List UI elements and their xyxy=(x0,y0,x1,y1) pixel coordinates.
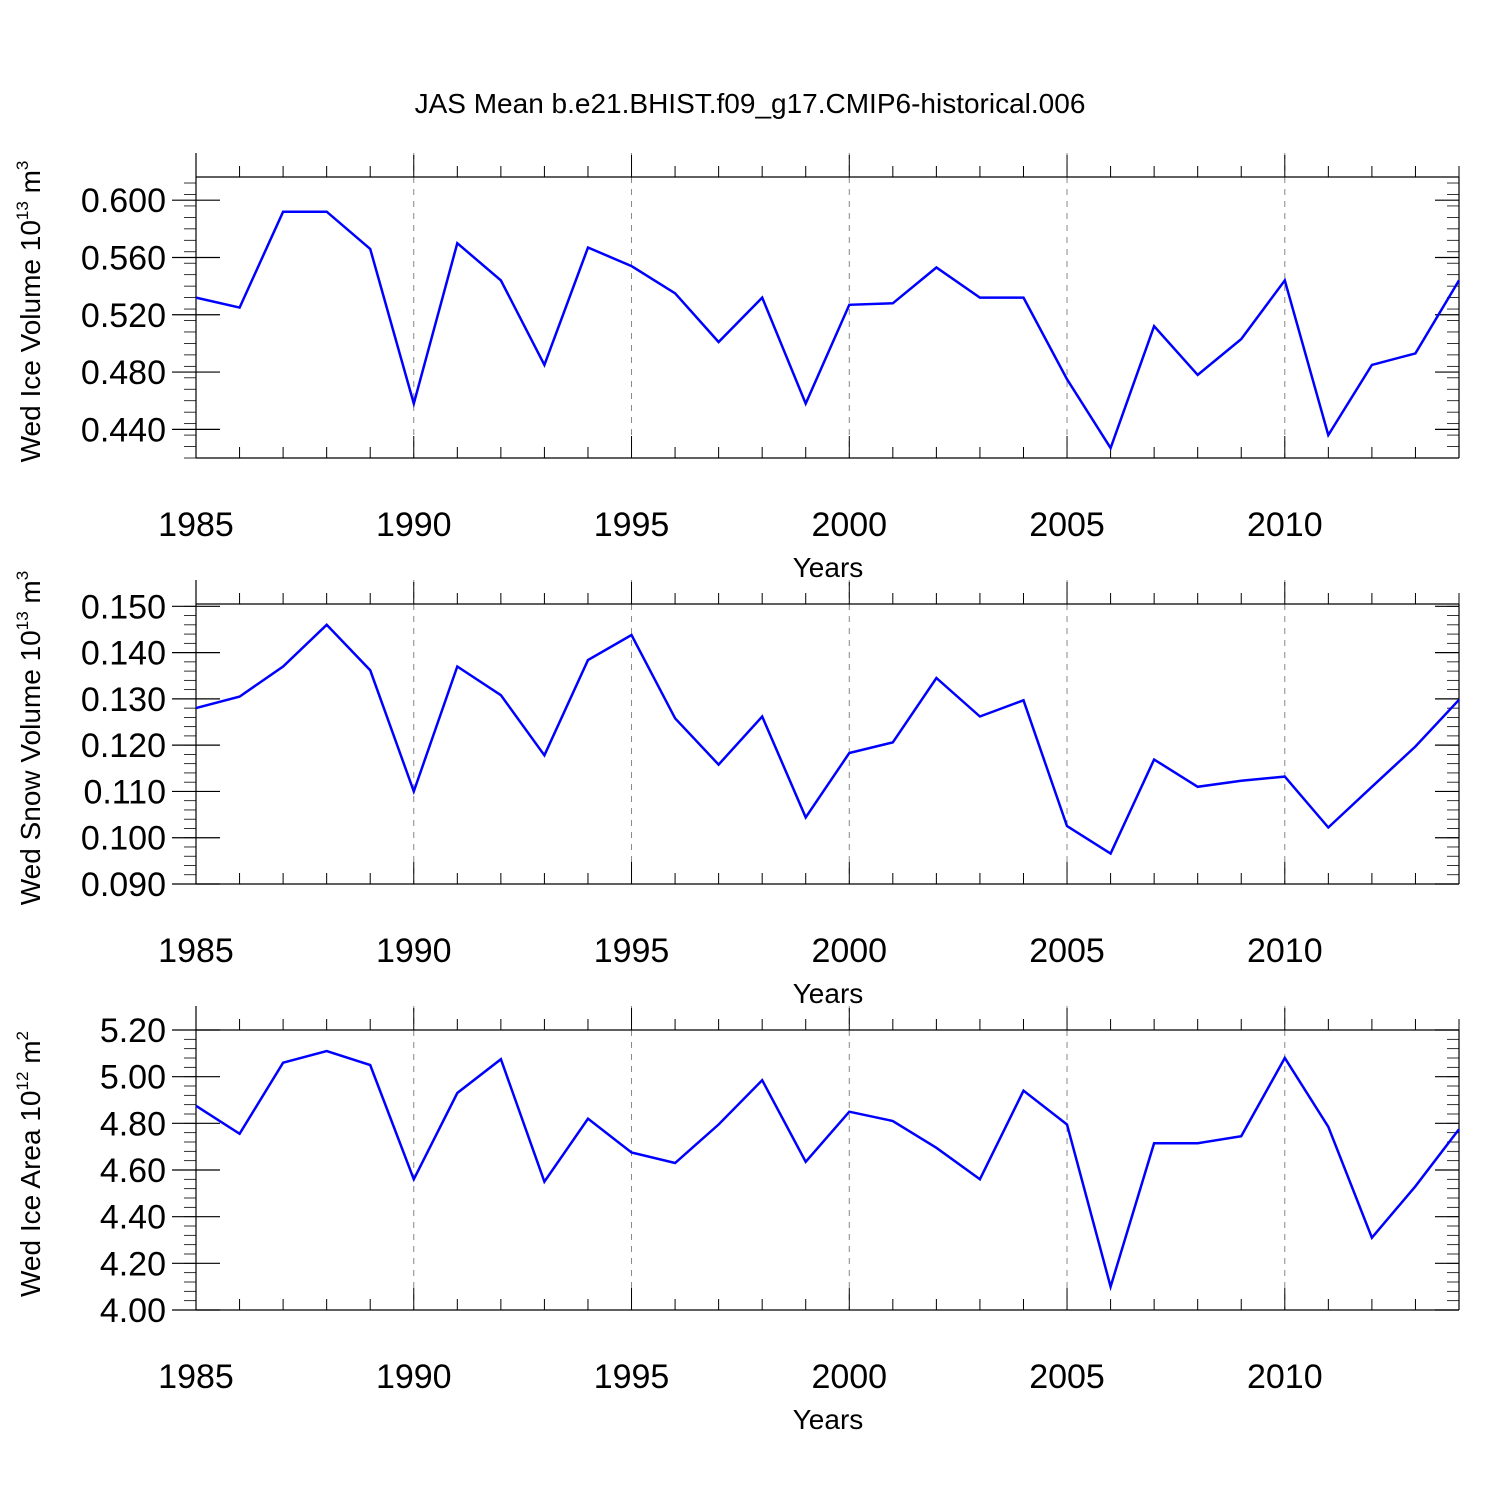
x-tick-label: 1985 xyxy=(158,1358,234,1396)
y-tick-label: 0.520 xyxy=(81,297,166,335)
series-line xyxy=(195,210,1461,451)
y-axis-title-unit-exponent: 2 xyxy=(13,1031,32,1040)
x-axis-title: Years xyxy=(793,552,864,583)
y-tick-label: 4.20 xyxy=(100,1245,166,1283)
x-tick-label: 2005 xyxy=(1029,932,1105,970)
x-tick-label: 2010 xyxy=(1247,1358,1323,1396)
x-tick-label: 1985 xyxy=(158,506,234,544)
y-tick-label: 5.20 xyxy=(100,1012,166,1050)
x-tick-label: 1990 xyxy=(376,1358,452,1396)
y-tick-label: 0.090 xyxy=(81,866,166,904)
y-axis-title: Wed Ice Volume 1013 m3 xyxy=(13,161,46,463)
y-tick-label: 0.120 xyxy=(81,727,166,765)
x-tick-label: 1990 xyxy=(376,932,452,970)
y-tick-label: 0.440 xyxy=(81,411,166,449)
y-tick-label: 0.140 xyxy=(81,635,166,673)
y-axis-title-unit: m xyxy=(15,580,46,611)
panel-snow-volume: 0.090 0.100 0.110 0.120 0.130 0.140 0.150 1985 1… xyxy=(13,571,1460,1009)
y-tick-label: 0.480 xyxy=(81,354,166,392)
y-axis-title-unit-exponent: 3 xyxy=(13,161,32,170)
x-axis-title: Years xyxy=(793,1404,864,1435)
y-tick-label: 0.150 xyxy=(81,588,166,626)
x-tick-label: 1985 xyxy=(158,932,234,970)
panel-ice-area: 4.00 4.20 4.40 4.60 4.80 5.00 5.20 1985 1990 1995… xyxy=(13,1006,1460,1435)
x-tick-label: 2000 xyxy=(811,506,887,544)
y-tick-label: 4.60 xyxy=(100,1152,166,1190)
y-axis-title-unit-exponent: 3 xyxy=(13,571,32,580)
panel-ice-volume: 0.440 0.480 0.520 0.560 0.600 1985 1990 1995 200… xyxy=(13,153,1461,583)
x-tick-label: 2000 xyxy=(811,1358,887,1396)
y-axis-title: Wed Snow Volume 1013 m3 xyxy=(13,571,46,905)
x-axis-title: Years xyxy=(793,978,864,1009)
y-axis-title-text: Wed Snow Volume 10 xyxy=(15,630,46,905)
y-tick-label: 5.00 xyxy=(100,1059,166,1097)
y-axis-title-unit: m xyxy=(15,170,46,201)
x-tick-label: 2010 xyxy=(1247,932,1323,970)
y-tick-label: 0.130 xyxy=(81,681,166,719)
x-tick-label: 2000 xyxy=(811,932,887,970)
x-tick-label: 1995 xyxy=(594,932,670,970)
y-axis-title-exponent: 13 xyxy=(13,611,32,630)
y-tick-label: 0.100 xyxy=(81,820,166,858)
figure-title: JAS Mean b.e21.BHIST.f09_g17.CMIP6-histo… xyxy=(415,88,1086,119)
y-tick-label: 4.00 xyxy=(100,1292,166,1330)
y-tick-label: 0.560 xyxy=(81,239,166,277)
series-line xyxy=(195,623,1460,856)
x-tick-label: 1995 xyxy=(594,506,670,544)
x-tick-label: 1995 xyxy=(594,1358,670,1396)
y-tick-label: 0.110 xyxy=(83,773,166,811)
x-tick-label: 2005 xyxy=(1029,506,1105,544)
x-tick-label: 1990 xyxy=(376,506,452,544)
y-axis-title-unit: m xyxy=(15,1040,46,1071)
series-line xyxy=(195,1049,1460,1292)
y-tick-label: 4.40 xyxy=(100,1199,166,1237)
x-tick-label: 2010 xyxy=(1247,506,1323,544)
x-tick-label: 2005 xyxy=(1029,1358,1105,1396)
y-axis-title: Wed Ice Area 1012 m2 xyxy=(13,1031,46,1297)
y-axis-title-exponent: 12 xyxy=(13,1072,32,1091)
y-tick-label: 4.80 xyxy=(100,1105,166,1143)
y-axis-title-text: Wed Ice Volume 10 xyxy=(15,220,46,462)
y-axis-title-text: Wed Ice Area 10 xyxy=(15,1091,46,1298)
y-axis-title-exponent: 13 xyxy=(13,201,32,220)
y-tick-label: 0.600 xyxy=(81,182,166,220)
